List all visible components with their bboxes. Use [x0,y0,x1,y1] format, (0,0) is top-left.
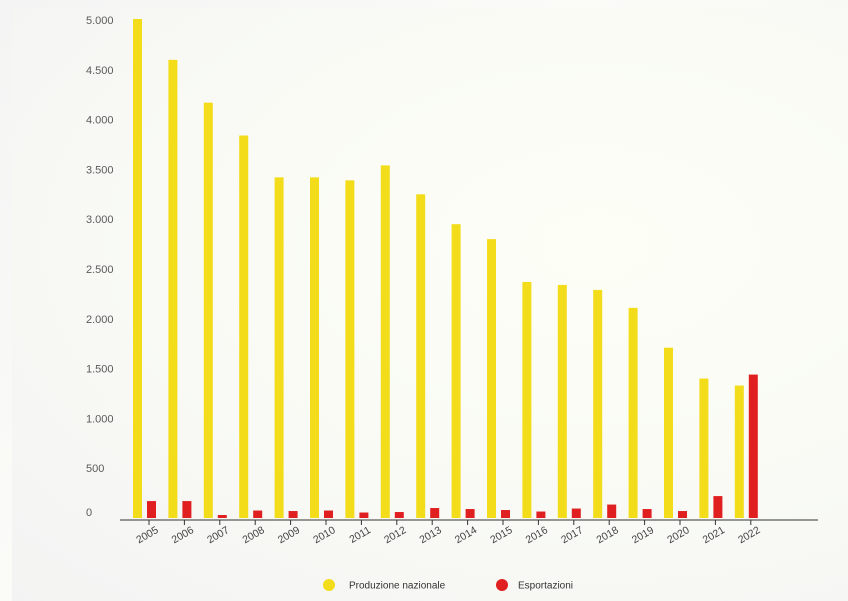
x-axis-tick-labels: 2005 2006 2007 2008 2009 2010 2011 2012 2013 2014… [134,524,762,546]
bar-esportazioni [713,496,723,518]
bar-esportazioni [253,510,263,518]
x-tick-label: 2017 [559,524,585,546]
bar-esportazioni [501,510,510,518]
bar-esportazioni [430,508,440,518]
bar-produzione [345,180,355,518]
y-tick-label: 3.000 [86,214,114,226]
bar-esportazioni [359,512,369,518]
bar-produzione [203,102,213,518]
bar-produzione [734,385,744,518]
x-tick-label: 2018 [594,524,620,546]
bar-esportazioni [288,511,298,518]
x-tick-label: 2005 [134,524,160,546]
x-tick-label: 2021 [701,524,727,546]
bar-produzione [451,224,461,518]
bar-esportazioni [147,501,156,518]
bar-produzione [168,59,178,519]
x-tick-label: 2009 [276,524,302,546]
y-tick-label: 4.000 [86,115,114,127]
bar-esportazioni [748,374,758,518]
bar-esportazioni [324,510,333,518]
y-tick-label: 2.500 [86,264,114,276]
y-tick-label: 2.000 [86,314,114,326]
bar-produzione [593,289,603,518]
x-tick-label: 2014 [453,524,479,546]
x-tick-label: 2019 [630,524,656,546]
bar-produzione [628,307,638,518]
x-tick-label: 2020 [665,524,691,546]
bar-produzione [380,165,390,518]
bar-esportazioni [394,512,404,518]
bar-produzione [487,239,496,518]
bar-produzione [416,194,426,519]
x-axis-ticks [148,520,752,525]
y-tick-label: 500 [86,463,104,475]
bar-esportazioni [571,508,581,518]
bar-produzione [699,378,709,518]
bar-produzione [133,19,142,519]
bar-esportazioni [607,504,617,518]
bar-esportazioni [642,509,652,518]
bars-group [133,19,758,519]
bar-produzione [522,281,532,518]
y-tick-label: 5.000 [86,15,114,27]
y-tick-label: 3.500 [86,164,114,176]
bar-produzione [310,177,319,519]
bar-produzione [557,284,567,518]
y-tick-label: 1.000 [86,413,114,425]
x-tick-label: 2013 [417,524,443,546]
bar-esportazioni [465,509,475,518]
legend: Produzione nazionale Esportazioni [323,579,573,592]
x-tick-label: 2008 [240,524,266,546]
legend-swatch-esportazioni [496,579,508,591]
y-axis-tick-labels: 0 500 1.000 1.500 2.000 2.500 3.000 3.500 4.000 4… [86,15,114,519]
bar-esportazioni [217,515,227,518]
bar-produzione [239,135,249,518]
x-tick-label: 2022 [736,524,762,546]
bar-produzione [274,177,284,519]
legend-swatch-produzione [323,579,335,591]
legend-label-produzione: Produzione nazionale [349,581,446,592]
y-tick-label: 1.500 [86,364,114,376]
x-tick-label: 2016 [524,524,550,546]
bar-esportazioni [536,511,546,518]
x-tick-label: 2015 [488,524,514,546]
legend-item-esportazioni: Esportazioni [496,579,573,592]
x-tick-label: 2010 [311,524,337,546]
x-tick-label: 2007 [205,524,231,546]
x-tick-label: 2006 [170,524,196,546]
bar-esportazioni [182,501,192,518]
x-tick-label: 2011 [347,524,373,546]
legend-label-esportazioni: Esportazioni [518,581,573,592]
bar-esportazioni [678,511,687,518]
y-tick-label: 0 [86,507,92,519]
y-tick-label: 4.500 [86,65,114,77]
legend-item-produzione: Produzione nazionale [323,579,446,592]
x-tick-label: 2012 [382,524,408,546]
bar-produzione [664,347,673,518]
